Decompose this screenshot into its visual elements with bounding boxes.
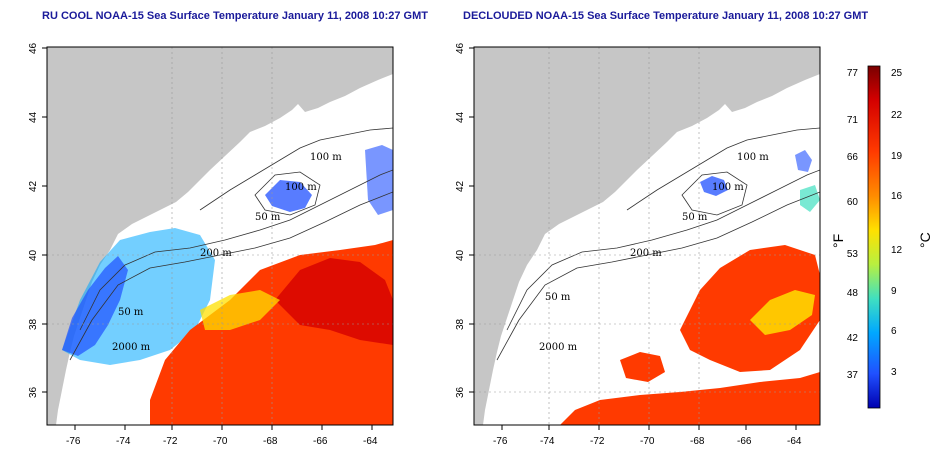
map-right-lon-tick: -64 <box>787 436 802 447</box>
map-left-contour-label-1: 100 m <box>310 152 342 163</box>
map-left: 100 m 100 m 50 m 200 m 50 m 2000 m -76 -… <box>28 42 394 447</box>
map-right-patch-1 <box>620 352 665 382</box>
map-right-lat-tick: 40 <box>455 249 466 261</box>
colorbar-f-label: 37 <box>847 370 859 381</box>
map-left-cold-shelf <box>62 256 128 356</box>
map-left-contour-label-6: 2000 m <box>112 342 151 353</box>
map-right-contour-100m <box>626 127 820 211</box>
map-left-contour-label-2: 100 m <box>285 182 317 193</box>
map-left-contour-100m <box>199 127 393 211</box>
map-left-lat-tick: 40 <box>28 249 39 261</box>
map-left-contour-label-4: 200 m <box>200 248 232 259</box>
colorbar-c-label: 9 <box>891 286 897 297</box>
map-left-contour-label-3: 50 m <box>255 212 281 223</box>
map-left-frame <box>46 46 394 426</box>
map-left-lon-tick: -66 <box>313 436 328 447</box>
colorbar-c-label: 25 <box>891 68 903 79</box>
map-left-contour-2000m <box>69 191 393 361</box>
map-left-lat-tick: 38 <box>28 318 39 330</box>
map-right-contour-label-6: 2000 m <box>539 342 578 353</box>
colorbar-c-unit: °C <box>917 232 933 248</box>
map-left-red-core <box>275 258 393 345</box>
map-right-lat-tick: 42 <box>455 180 466 192</box>
map-left-contour-label-5: 50 m <box>118 307 144 318</box>
map-right-frame <box>473 46 821 426</box>
colorbar-c-label: 3 <box>891 367 897 378</box>
colorbar: 77 71 66 60 53 48 42 37 25 22 19 16 12 9… <box>830 65 933 409</box>
colorbar-f-label: 71 <box>847 115 859 126</box>
colorbar-f-label: 42 <box>847 333 859 344</box>
map-right-contour-label-4: 200 m <box>630 248 662 259</box>
map-right-lat-tick: 38 <box>455 318 466 330</box>
map-left-grid <box>47 47 393 425</box>
map-right-contour-label-3: 50 m <box>682 212 708 223</box>
title-right: DECLOUDED NOAA-15 Sea Surface Temperatur… <box>463 10 869 22</box>
colorbar-f-unit: °F <box>830 234 846 248</box>
map-right-contour-label-2: 100 m <box>712 182 744 193</box>
colorbar-f-label: 48 <box>847 288 859 299</box>
colorbar-c-label: 12 <box>891 245 903 256</box>
colorbar-c-label: 6 <box>891 326 897 337</box>
colorbar-c-label: 16 <box>891 191 903 202</box>
map-left-lon-tick: -72 <box>163 436 178 447</box>
title-left: RU COOL NOAA-15 Sea Surface Temperature … <box>42 10 428 22</box>
map-left-lat-tick: 42 <box>28 180 39 192</box>
map-left-land <box>47 47 393 425</box>
colorbar-gradient <box>867 65 881 409</box>
map-right: 100 m 100 m 50 m 200 m 50 m 2000 m -76 - <box>455 42 821 447</box>
map-right-contour-bank <box>681 171 748 216</box>
map-left-lat-tick: 36 <box>28 386 39 398</box>
map-right-yellow-band <box>750 290 815 335</box>
map-left-lat-tick: 44 <box>28 111 39 123</box>
map-right-contour-label-1: 100 m <box>737 152 769 163</box>
map-right-lon-tick: -68 <box>690 436 705 447</box>
map-right-gulf-blue <box>700 176 728 196</box>
map-right-lat-tick: 44 <box>455 111 466 123</box>
map-left-lon-tick: -68 <box>263 436 278 447</box>
map-left-lon-tick: -76 <box>66 436 81 447</box>
colorbar-c-label: 19 <box>891 151 903 162</box>
map-right-contour-200m <box>506 169 820 331</box>
colorbar-f-label: 66 <box>847 152 859 163</box>
map-left-lon-tick: -64 <box>363 436 378 447</box>
map-left-contour-200m <box>79 169 393 331</box>
map-left-east-blue <box>365 145 393 215</box>
map-right-lon-tick: -70 <box>640 436 655 447</box>
map-right-lon-tick: -66 <box>737 436 752 447</box>
map-right-lon-tick: -72 <box>590 436 605 447</box>
map-left-novascotia <box>293 60 393 112</box>
map-left-lat-tick: 46 <box>28 42 39 54</box>
map-right-green-patch <box>800 185 820 212</box>
map-right-lon-tick: -76 <box>493 436 508 447</box>
map-left-yellow-band <box>200 290 280 330</box>
colorbar-f-label: 77 <box>847 68 859 79</box>
map-right-grid <box>474 47 820 425</box>
map-right-lat-tick: 46 <box>455 42 466 54</box>
map-left-gulf-blue <box>265 180 312 212</box>
colorbar-c-label: 22 <box>891 110 903 121</box>
colorbar-f-label: 60 <box>847 197 859 208</box>
map-right-east-blue <box>795 150 812 172</box>
map-right-contour-label-5: 50 m <box>545 292 571 303</box>
map-left-contour-bank <box>254 171 321 216</box>
map-right-warm-eddy <box>680 245 820 372</box>
map-right-contour-2000m <box>496 191 820 361</box>
map-right-lat-tick: 36 <box>455 386 466 398</box>
map-right-land <box>474 47 820 425</box>
colorbar-f-label: 53 <box>847 249 859 260</box>
map-right-novascotia <box>720 60 820 112</box>
map-right-lon-tick: -74 <box>540 436 555 447</box>
map-right-south-warm <box>560 372 820 425</box>
map-left-lon-tick: -70 <box>213 436 228 447</box>
map-left-lon-tick: -74 <box>116 436 131 447</box>
